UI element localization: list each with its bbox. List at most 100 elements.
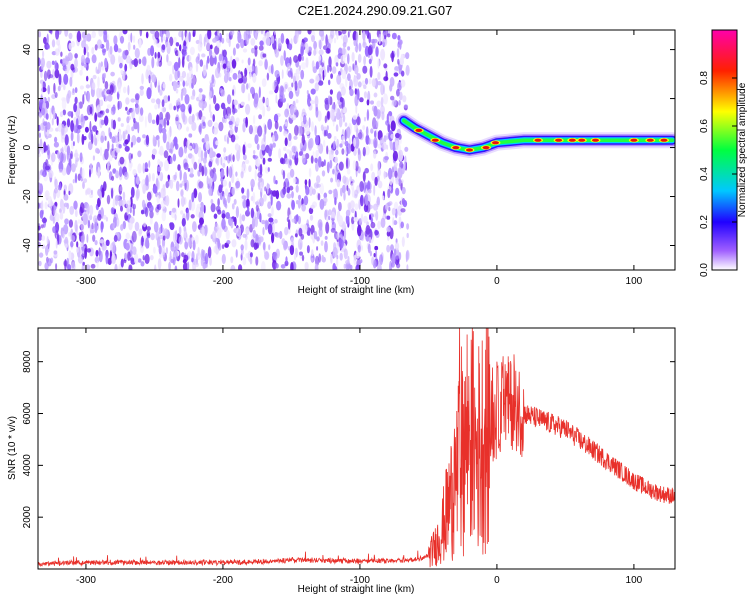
bottom-y-axis: 2000 4000 6000 8000 <box>22 350 675 528</box>
noise-speckle <box>329 152 334 162</box>
noise-speckle <box>396 262 401 269</box>
noise-speckle <box>112 222 115 229</box>
noise-speckle <box>314 157 318 164</box>
noise-speckle <box>368 58 372 65</box>
noise-speckle <box>318 49 324 56</box>
noise-speckle <box>98 250 103 263</box>
noise-speckle <box>209 44 213 50</box>
noise-speckle <box>388 201 393 206</box>
noise-speckle <box>402 200 408 208</box>
noise-speckle <box>241 59 244 64</box>
noise-speckle <box>108 154 113 162</box>
noise-speckle <box>339 96 344 103</box>
noise-speckle <box>150 45 155 57</box>
noise-speckle <box>294 80 298 92</box>
noise-speckle <box>321 254 325 263</box>
noise-speckle <box>189 173 195 178</box>
spectrogram-heatmap <box>38 30 410 270</box>
noise-speckle <box>335 149 339 156</box>
noise-speckle <box>347 73 351 81</box>
noise-speckle <box>180 196 185 207</box>
noise-speckle <box>290 237 295 246</box>
noise-speckle <box>189 46 195 56</box>
noise-speckle <box>374 176 378 186</box>
noise-speckle <box>400 221 405 229</box>
noise-speckle <box>188 115 194 125</box>
noise-speckle <box>251 47 255 54</box>
noise-speckle <box>82 261 85 266</box>
noise-speckle <box>120 224 124 231</box>
noise-speckle <box>365 30 369 37</box>
noise-speckle <box>91 30 96 39</box>
noise-speckle <box>140 261 145 267</box>
bottom-y-tick-label: 2000 <box>22 506 33 529</box>
noise-speckle <box>370 128 374 134</box>
noise-speckle <box>324 69 327 78</box>
noise-speckle <box>369 250 372 257</box>
noise-speckle <box>354 203 359 211</box>
noise-speckle <box>190 95 195 100</box>
noise-speckle <box>165 181 170 189</box>
noise-speckle <box>313 230 318 240</box>
noise-speckle <box>272 142 276 148</box>
noise-speckle <box>311 121 314 132</box>
noise-speckle <box>393 72 399 77</box>
noise-speckle <box>165 41 171 49</box>
noise-speckle <box>249 224 254 233</box>
noise-speckle <box>157 51 161 59</box>
noise-speckle <box>99 146 103 157</box>
noise-speckle <box>92 74 97 80</box>
noise-speckle <box>86 187 92 195</box>
noise-speckle <box>338 116 343 128</box>
noise-speckle <box>316 175 321 184</box>
noise-speckle <box>377 160 381 171</box>
noise-speckle <box>283 50 286 61</box>
noise-speckle <box>96 69 100 74</box>
noise-speckle <box>61 97 67 102</box>
noise-speckle <box>375 249 378 260</box>
noise-speckle <box>175 143 178 150</box>
noise-speckle <box>157 258 162 270</box>
noise-speckle <box>198 93 203 101</box>
noise-speckle <box>392 216 395 226</box>
noise-speckle <box>246 65 251 71</box>
noise-speckle <box>117 100 120 111</box>
noise-speckle <box>203 204 206 214</box>
noise-speckle <box>352 160 357 171</box>
noise-speckle <box>292 177 297 184</box>
noise-speckle <box>255 204 259 212</box>
noise-speckle <box>164 159 169 172</box>
noise-speckle <box>397 35 401 41</box>
noise-speckle <box>270 63 274 75</box>
noise-speckle <box>329 159 333 169</box>
noise-speckle <box>155 98 161 105</box>
noise-speckle <box>142 134 146 139</box>
bottom-x-tick-label: -200 <box>213 575 233 586</box>
noise-speckle <box>262 194 267 202</box>
noise-speckle <box>353 217 359 222</box>
noise-speckle <box>186 126 190 132</box>
noise-speckle <box>357 53 362 64</box>
noise-speckle <box>307 95 312 107</box>
noise-speckle <box>60 51 63 57</box>
noise-speckle <box>338 239 344 249</box>
noise-speckle <box>64 30 69 37</box>
noise-speckle <box>250 207 255 219</box>
noise-speckle <box>47 96 51 103</box>
noise-speckle <box>235 57 240 62</box>
noise-speckle <box>260 30 264 35</box>
noise-speckle <box>315 61 320 70</box>
noise-speckle <box>255 65 258 76</box>
noise-speckle <box>154 264 157 270</box>
noise-speckle <box>295 99 299 104</box>
noise-speckle <box>48 74 54 79</box>
noise-speckle <box>42 170 47 177</box>
noise-speckle <box>239 213 242 225</box>
noise-speckle <box>68 32 73 40</box>
noise-speckle <box>138 228 143 235</box>
noise-speckle <box>330 108 335 121</box>
noise-speckle <box>365 225 371 235</box>
noise-speckle <box>353 39 357 47</box>
noise-speckle <box>356 73 361 80</box>
noise-speckle <box>235 43 240 49</box>
